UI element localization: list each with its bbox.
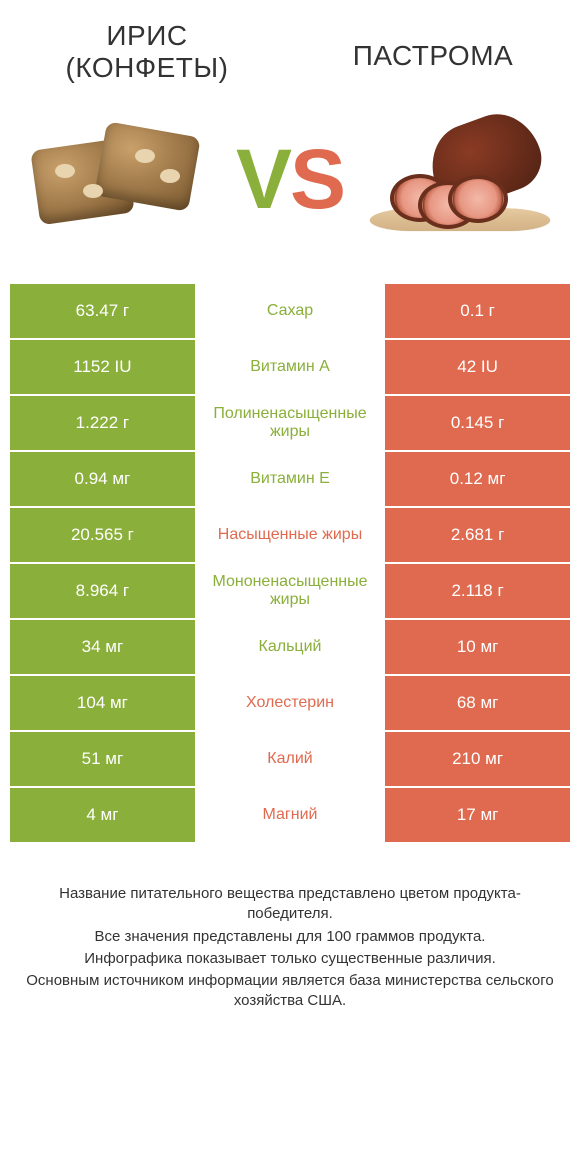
vs-s: S — [290, 131, 344, 228]
nutrient-row: 34 мгКальций10 мг — [10, 620, 570, 676]
product-right-title: ПАСТРОМА — [316, 40, 550, 72]
nutrient-left-value: 1152 IU — [10, 340, 195, 394]
footnotes: Название питательного вещества представл… — [10, 884, 570, 1014]
nutrient-left-value: 1.222 г — [10, 396, 195, 450]
nutrient-left-value: 63.47 г — [10, 284, 195, 338]
nutrient-row: 8.964 гМононенасыщенные жиры2.118 г — [10, 564, 570, 620]
footnote-line: Основным источником информации является … — [24, 971, 556, 1012]
footnote-line: Инфографика показывает только существенн… — [24, 949, 556, 969]
toffee-icon — [35, 124, 205, 234]
nutrient-label: Витамин E — [195, 452, 385, 506]
pastroma-icon — [370, 119, 550, 239]
nutrient-right-value: 17 мг — [385, 788, 570, 842]
nutrient-label: Холестерин — [195, 676, 385, 730]
nutrient-row: 63.47 гСахар0.1 г — [10, 284, 570, 340]
nutrient-row: 20.565 гНасыщенные жиры2.681 г — [10, 508, 570, 564]
nutrient-label: Полиненасыщенные жиры — [195, 396, 385, 450]
header-titles: ИРИС (КОНФЕТЫ) ПАСТРОМА — [10, 20, 570, 84]
nutrient-left-value: 51 мг — [10, 732, 195, 786]
nutrient-table: 63.47 гСахар0.1 г1152 IUВитамин A42 IU1.… — [10, 284, 570, 844]
nutrient-left-value: 8.964 г — [10, 564, 195, 618]
nutrient-label: Насыщенные жиры — [195, 508, 385, 562]
nutrient-left-value: 4 мг — [10, 788, 195, 842]
product-right-image — [370, 114, 550, 244]
nutrient-row: 4 мгМагний17 мг — [10, 788, 570, 844]
nutrient-right-value: 210 мг — [385, 732, 570, 786]
product-left-image — [30, 114, 210, 244]
nutrient-row: 51 мгКалий210 мг — [10, 732, 570, 788]
nutrient-row: 104 мгХолестерин68 мг — [10, 676, 570, 732]
nutrient-left-value: 34 мг — [10, 620, 195, 674]
nutrient-row: 1152 IUВитамин A42 IU — [10, 340, 570, 396]
nutrient-label: Сахар — [195, 284, 385, 338]
nutrient-label: Калий — [195, 732, 385, 786]
nutrient-right-value: 2.118 г — [385, 564, 570, 618]
nutrient-row: 1.222 гПолиненасыщенные жиры0.145 г — [10, 396, 570, 452]
nutrient-right-value: 0.12 мг — [385, 452, 570, 506]
nutrient-left-value: 0.94 мг — [10, 452, 195, 506]
images-row: VS — [10, 104, 570, 274]
nutrient-right-value: 0.145 г — [385, 396, 570, 450]
footnote-line: Все значения представлены для 100 граммо… — [24, 927, 556, 947]
nutrient-right-value: 68 мг — [385, 676, 570, 730]
nutrient-left-value: 104 мг — [10, 676, 195, 730]
nutrient-label: Магний — [195, 788, 385, 842]
nutrient-right-value: 10 мг — [385, 620, 570, 674]
footnote-line: Название питательного вещества представл… — [24, 884, 556, 925]
infographic-container: ИРИС (КОНФЕТЫ) ПАСТРОМА VS — [0, 0, 580, 1174]
nutrient-row: 0.94 мгВитамин E0.12 мг — [10, 452, 570, 508]
vs-v: V — [236, 131, 290, 228]
nutrient-label: Кальций — [195, 620, 385, 674]
nutrient-label: Мононенасыщенные жиры — [195, 564, 385, 618]
product-left-title-line2: (КОНФЕТЫ) — [30, 52, 264, 84]
product-left-title-line1: ИРИС — [30, 20, 264, 52]
nutrient-right-value: 42 IU — [385, 340, 570, 394]
vs-label: VS — [236, 131, 344, 228]
product-left-title: ИРИС (КОНФЕТЫ) — [30, 20, 264, 84]
nutrient-left-value: 20.565 г — [10, 508, 195, 562]
nutrient-label: Витамин A — [195, 340, 385, 394]
nutrient-right-value: 2.681 г — [385, 508, 570, 562]
nutrient-right-value: 0.1 г — [385, 284, 570, 338]
